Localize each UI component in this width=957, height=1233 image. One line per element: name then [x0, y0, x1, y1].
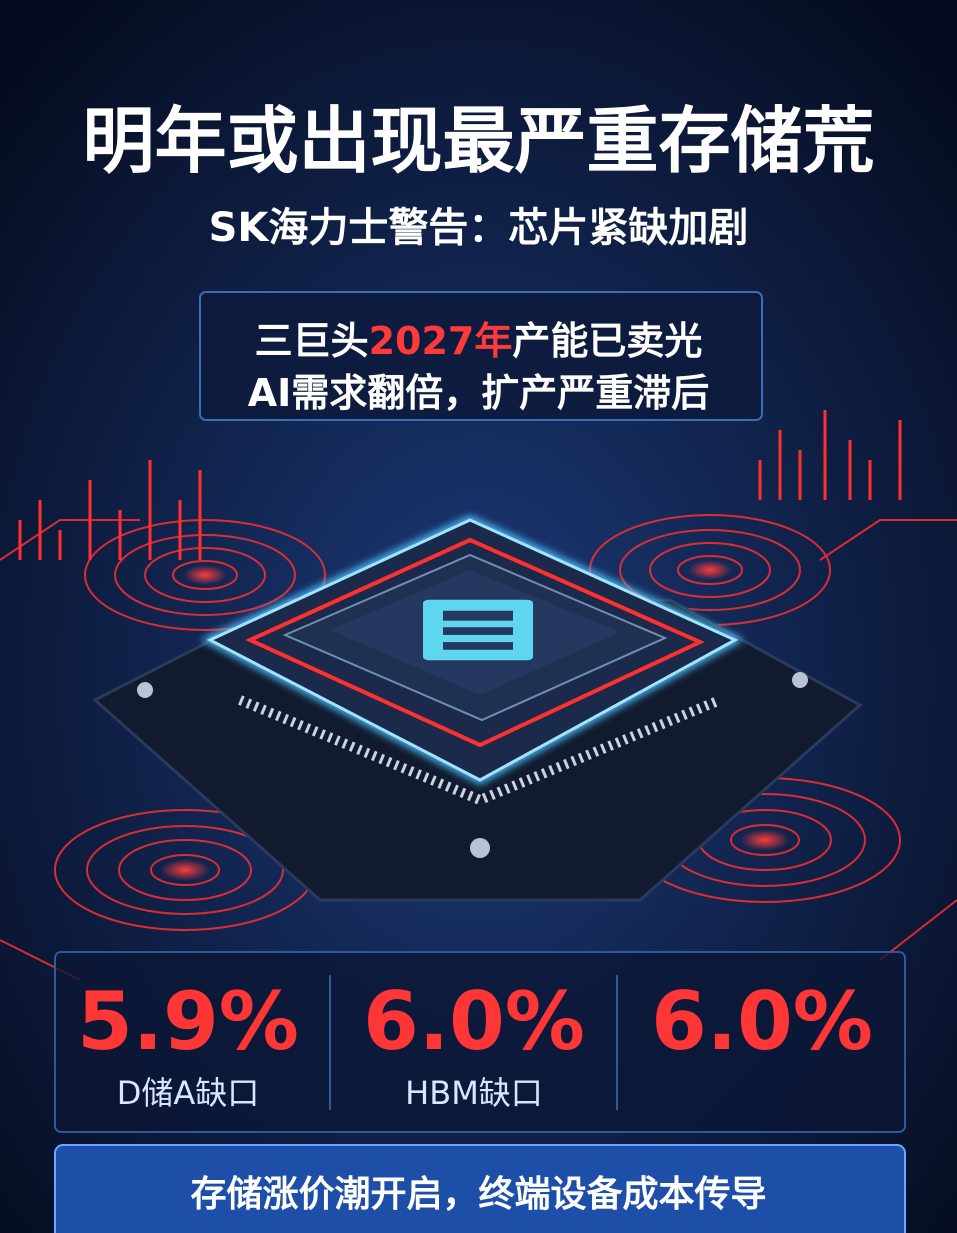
red-spikes: [18, 410, 902, 560]
footer-banner: [54, 1144, 906, 1233]
stat-label: HBM缺口: [405, 1074, 543, 1112]
stat-value: 5.9%: [77, 975, 299, 1068]
footer-text: 存储涨价潮开启，终端设备成本传导: [190, 1174, 767, 1215]
chip: [92, 515, 863, 902]
highlight: 2027年: [368, 319, 513, 363]
text: 三巨头: [254, 319, 369, 363]
rings: [0, 514, 957, 981]
callout-line: 三巨头2027年产能已卖光: [0, 310, 957, 365]
callout-box: [199, 291, 763, 421]
stat-label: D储A缺口: [116, 1074, 260, 1112]
text: 产能已卖光: [512, 319, 703, 363]
subtitle: SK海力士警告：芯片紧缺加剧: [208, 205, 749, 251]
stats-panel: [54, 951, 906, 1133]
callout-line: AI需求翻倍，扩产严重滞后: [247, 371, 710, 415]
title: 明年或出现最严重存储荒: [82, 99, 875, 183]
stat-value: 6.0%: [651, 975, 873, 1068]
stat-value: 6.0%: [363, 975, 585, 1068]
